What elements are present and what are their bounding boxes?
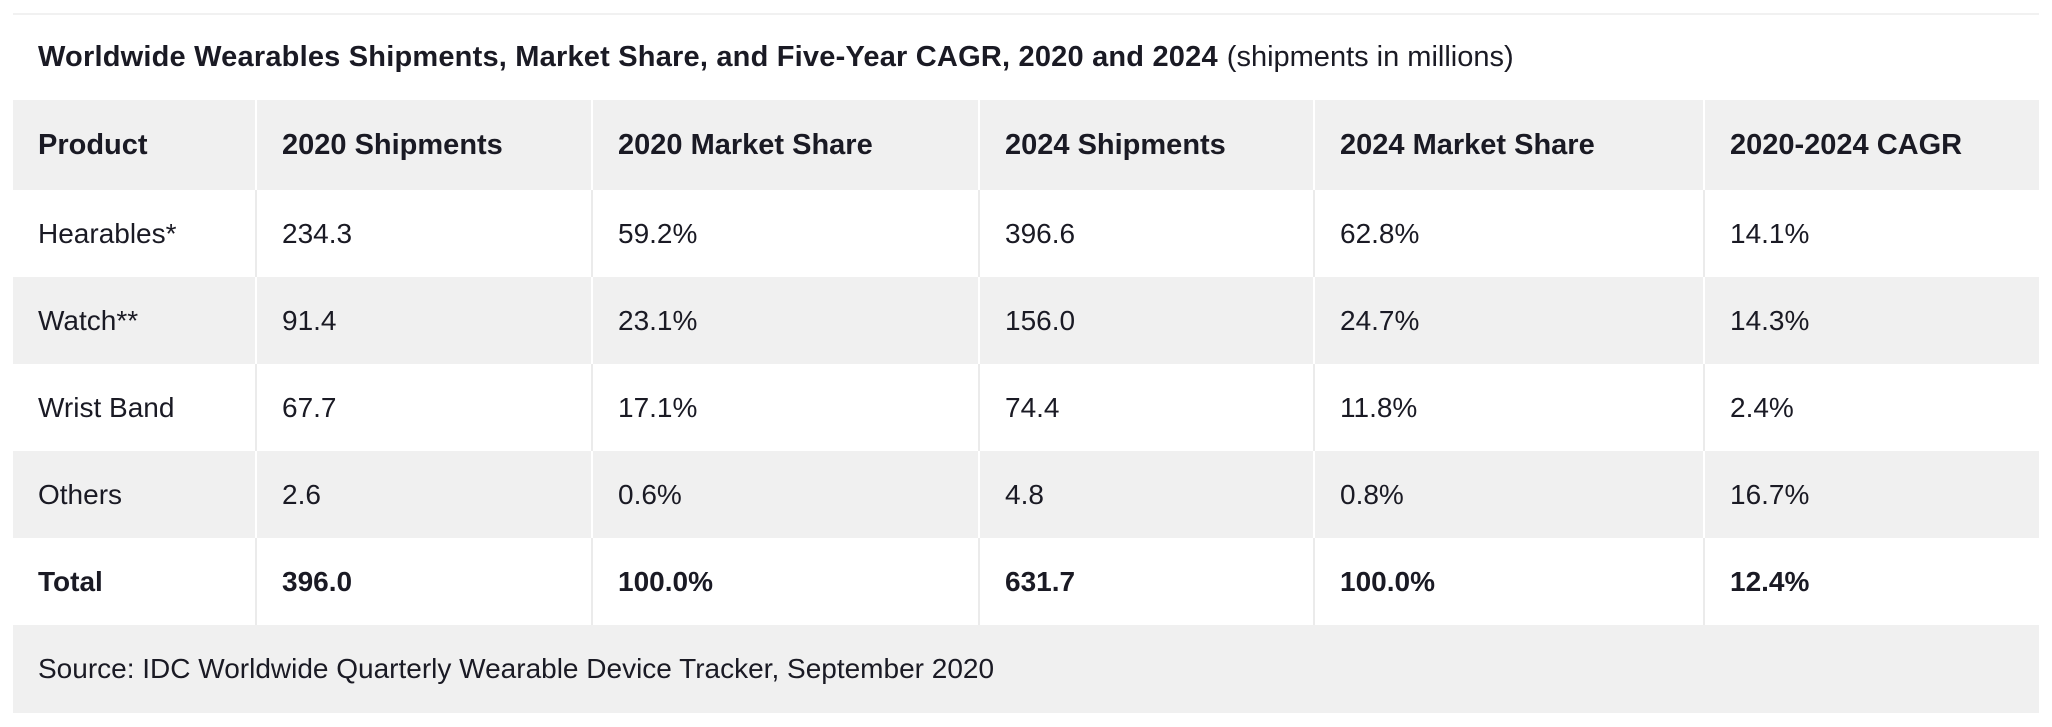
shipments-2024-cell: 631.7 <box>978 538 1314 625</box>
shipments-2020-cell: 2.6 <box>255 451 592 538</box>
column-header-2020-shipments: 2020 Shipments <box>255 100 592 190</box>
table-row-hearables: Hearables* 234.3 59.2% 396.6 62.8% 14.1% <box>13 190 2039 277</box>
column-header-2024-shipments: 2024 Shipments <box>978 100 1314 190</box>
table-title-units: (shipments in millions) <box>1226 41 1514 73</box>
table-total-row: Total 396.0 100.0% 631.7 100.0% 12.4% <box>13 538 2039 625</box>
market-share-2020-cell: 23.1% <box>591 277 979 364</box>
market-share-2024-cell: 100.0% <box>1313 538 1704 625</box>
table-row-wrist-band: Wrist Band 67.7 17.1% 74.4 11.8% 2.4% <box>13 364 2039 451</box>
column-header-cagr: 2020-2024 CAGR <box>1703 100 2039 190</box>
market-share-2024-cell: 24.7% <box>1313 277 1704 364</box>
shipments-2020-cell: 67.7 <box>255 364 592 451</box>
wearables-table: Product 2020 Shipments 2020 Market Share… <box>13 100 2039 625</box>
shipments-2020-cell: 91.4 <box>255 277 592 364</box>
cagr-cell: 2.4% <box>1703 364 2039 451</box>
column-header-2024-market-share: 2024 Market Share <box>1313 100 1704 190</box>
table-row-others: Others 2.6 0.6% 4.8 0.8% 16.7% <box>13 451 2039 538</box>
shipments-2024-cell: 74.4 <box>978 364 1314 451</box>
cagr-cell: 16.7% <box>1703 451 2039 538</box>
cagr-cell: 12.4% <box>1703 538 2039 625</box>
market-share-2024-cell: 11.8% <box>1313 364 1704 451</box>
column-header-product: Product <box>38 128 148 161</box>
product-cell: Wrist Band <box>38 391 175 423</box>
product-cell: Total <box>38 565 103 597</box>
shipments-2020-cell: 234.3 <box>255 190 592 277</box>
shipments-2024-cell: 4.8 <box>978 451 1314 538</box>
market-share-2020-cell: 17.1% <box>591 364 979 451</box>
table-title-text: Worldwide Wearables Shipments, Market Sh… <box>38 41 1218 73</box>
market-share-2024-cell: 62.8% <box>1313 190 1704 277</box>
table-row-watch: Watch** 91.4 23.1% 156.0 24.7% 14.3% <box>13 277 2039 364</box>
table-header-row: Product 2020 Shipments 2020 Market Share… <box>13 100 2039 190</box>
wearables-table-card: Worldwide Wearables Shipments, Market Sh… <box>13 13 2039 713</box>
product-cell: Watch** <box>38 304 139 336</box>
product-cell: Hearables* <box>38 217 177 249</box>
shipments-2024-cell: 396.6 <box>978 190 1314 277</box>
source-note: Source: IDC Worldwide Quarterly Wearable… <box>13 625 2039 713</box>
column-header-2020-market-share: 2020 Market Share <box>591 100 979 190</box>
cagr-cell: 14.1% <box>1703 190 2039 277</box>
market-share-2020-cell: 100.0% <box>591 538 979 625</box>
cagr-cell: 14.3% <box>1703 277 2039 364</box>
shipments-2020-cell: 396.0 <box>255 538 592 625</box>
shipments-2024-cell: 156.0 <box>978 277 1314 364</box>
table-title: Worldwide Wearables Shipments, Market Sh… <box>13 15 2039 100</box>
product-cell: Others <box>38 478 123 510</box>
market-share-2024-cell: 0.8% <box>1313 451 1704 538</box>
market-share-2020-cell: 0.6% <box>591 451 979 538</box>
market-share-2020-cell: 59.2% <box>591 190 979 277</box>
